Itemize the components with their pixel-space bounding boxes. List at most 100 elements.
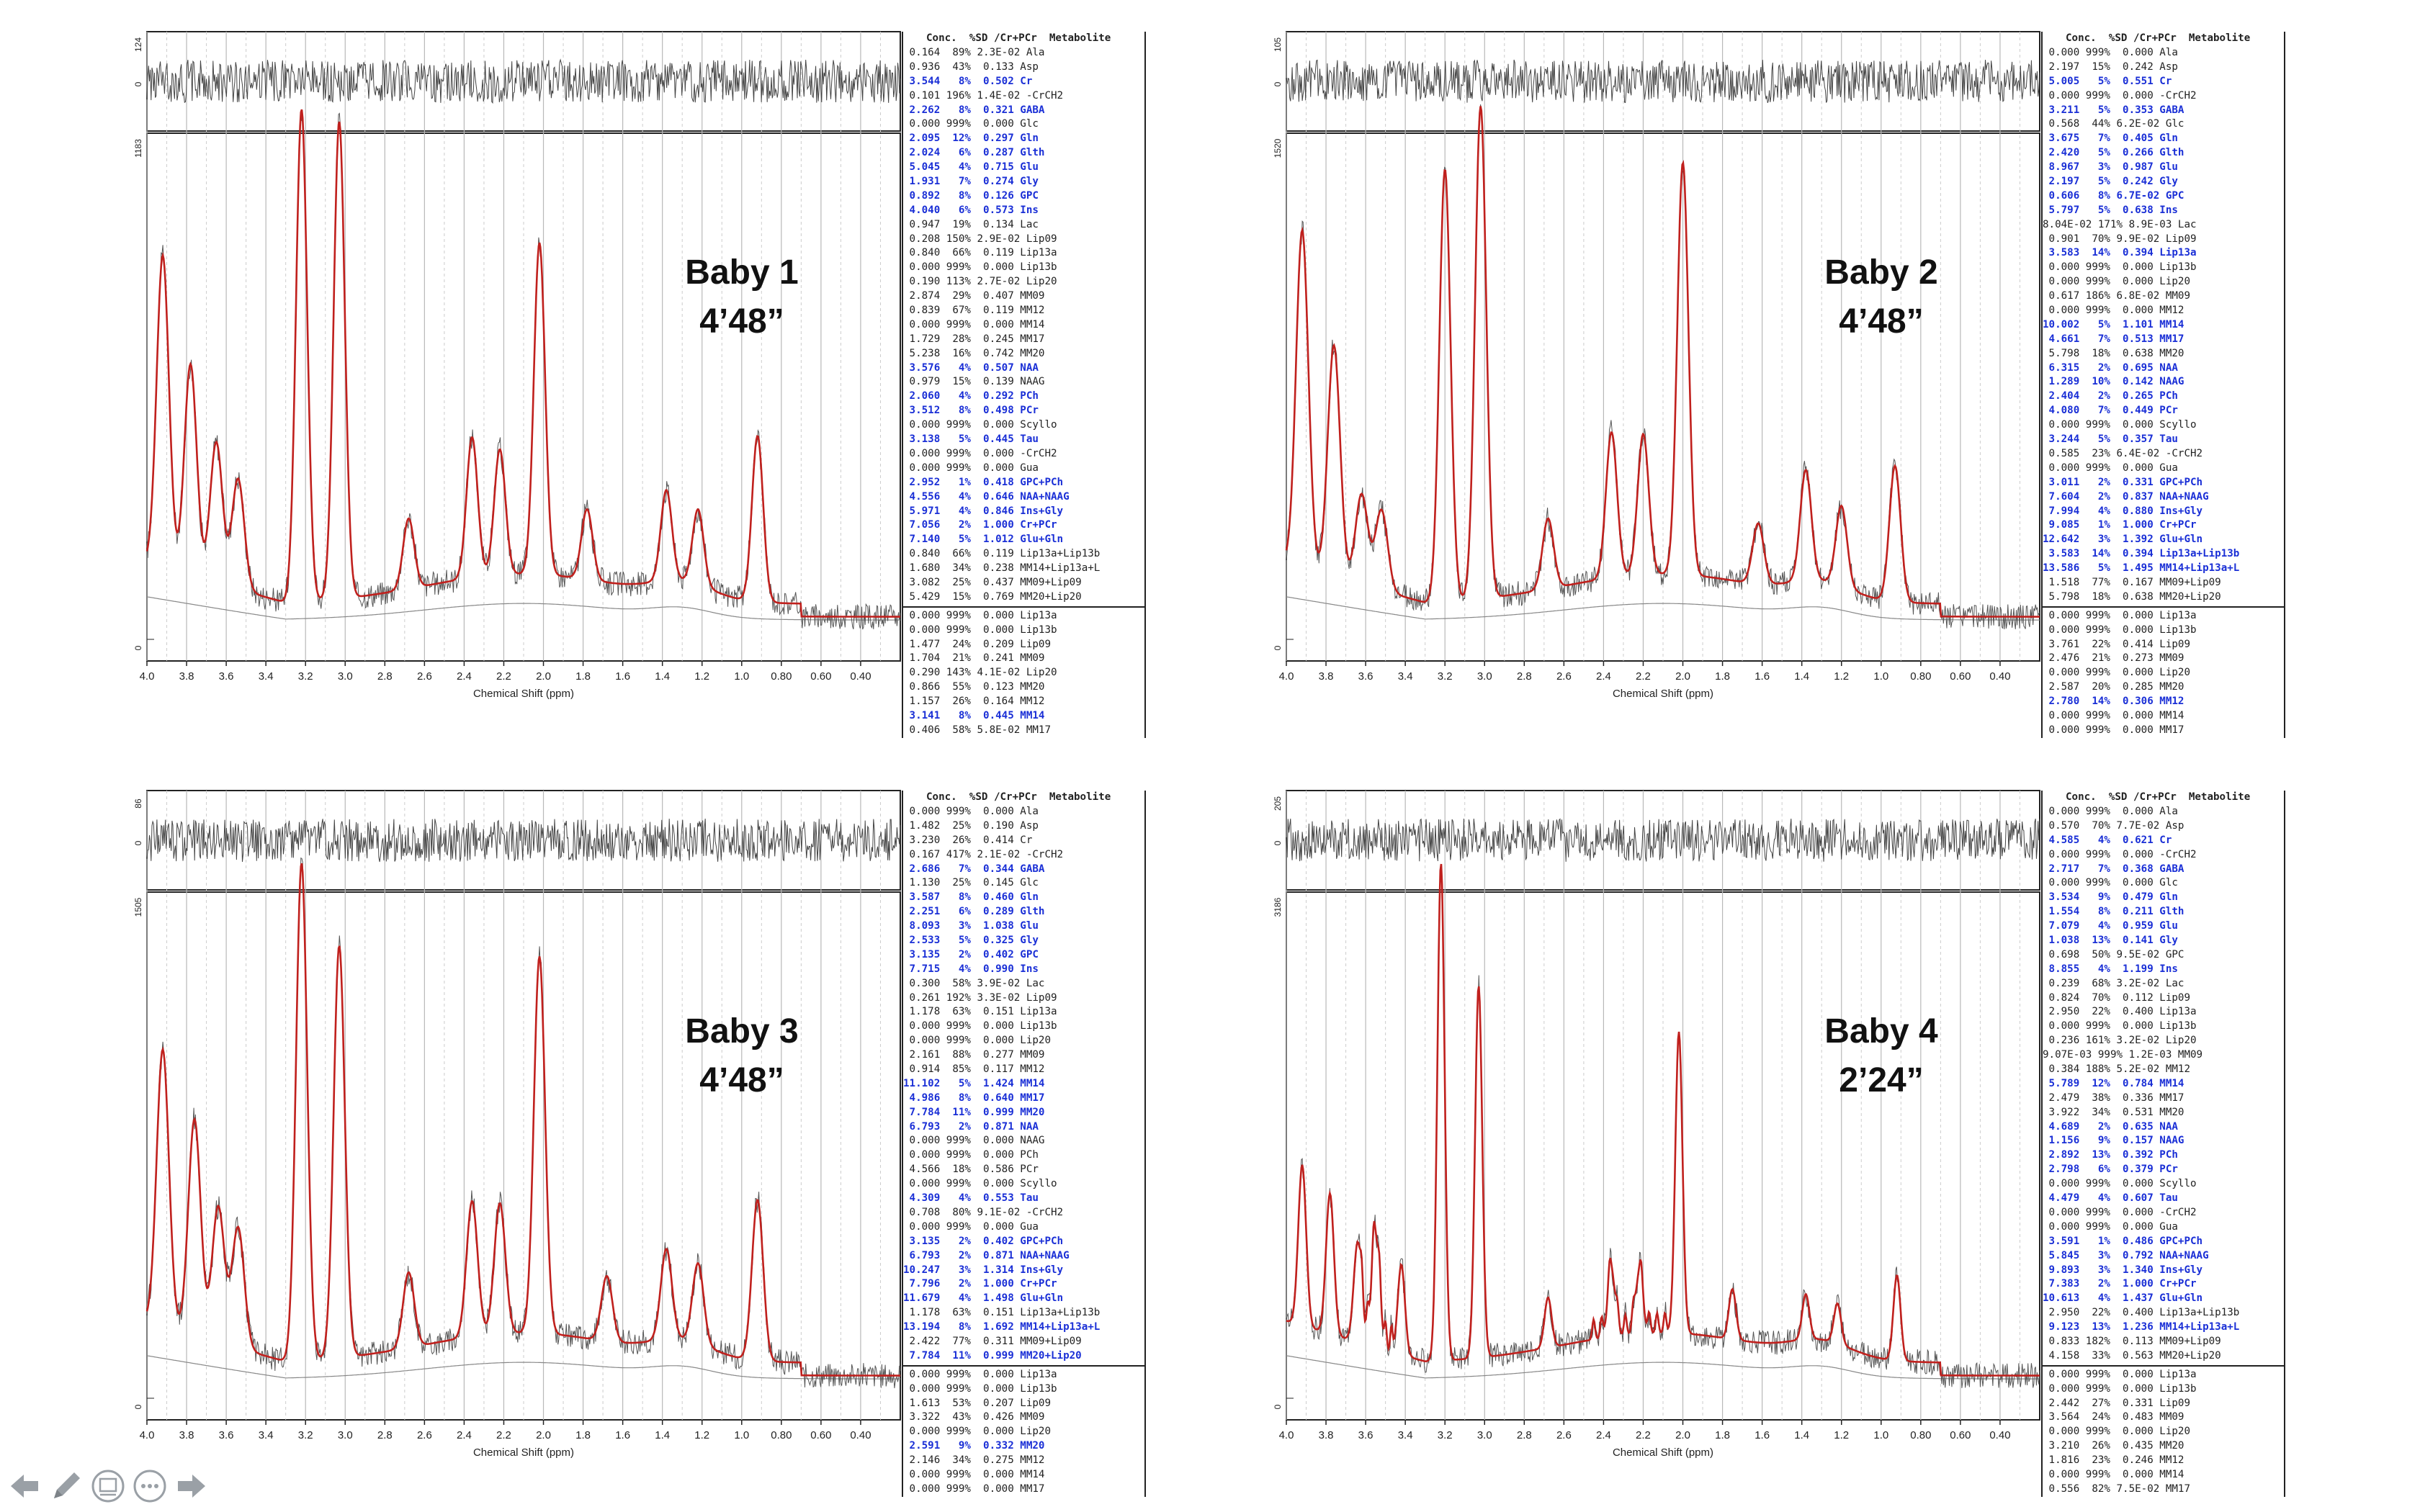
spectrum-plot: 4.0 3.8 3.6 3.4 3.2 3.0 2.8 2.6 2.4 2.2 2.0 1.8 1.6 1…	[1273, 31, 2040, 700]
table-row: 13.586 5% 1.495 MM14+Lip13a+L	[2043, 562, 2240, 575]
table-row: 12.642 3% 1.392 Glu+Gln	[2043, 534, 2203, 546]
table-row: 2.060 4% 0.292 PCh	[903, 390, 1039, 402]
table-row: 0.000 999% 0.000 -CrCH2	[2043, 1206, 2197, 1218]
table-row: 0.000 999% 0.000 Gua	[2043, 462, 2178, 474]
x-tick-label: 1.6	[1754, 1429, 1770, 1441]
table-row: 2.024 6% 0.287 Glth	[903, 147, 1045, 159]
table-row: 1.157 26% 0.164 MM12	[903, 696, 1045, 708]
table-row: 7.796 2% 1.000 Cr+PCr	[903, 1278, 1057, 1290]
table-row: 0.000 999% 0.000 Lip20	[903, 1426, 1051, 1438]
table-row: 0.000 999% 0.000 -CrCH2	[2043, 848, 2197, 860]
x-tick-label: 2.4	[1596, 1429, 1611, 1441]
x-tick-label: 1.2	[1834, 670, 1849, 683]
baby-title: Baby 1 4’48”	[685, 253, 799, 341]
table-row: 2.095 12% 0.297 Gln	[903, 132, 1039, 145]
table-row: 1.554 8% 0.211 Glth	[2043, 906, 2184, 918]
x-tick-label: 1.0	[734, 670, 749, 683]
table-row: 2.874 29% 0.407 MM09	[903, 290, 1045, 302]
table-row: 2.717 7% 0.368 GABA	[2043, 863, 2184, 875]
fit-curve	[1286, 863, 2040, 1377]
more-icon[interactable]	[131, 1467, 169, 1505]
x-tick-label: 2.6	[417, 670, 432, 683]
table-row: 0.167 417% 2.1E-02 -CrCH2	[903, 848, 1064, 860]
arrow-left-icon[interactable]	[6, 1467, 43, 1505]
table-row: 1.482 25% 0.190 Asp	[903, 819, 1039, 832]
table-row: 5.798 18% 0.638 MM20+Lip20	[2043, 590, 2221, 603]
table-row: 0.840 66% 0.119 Lip13a	[903, 247, 1057, 259]
table-row: 0.290 143% 4.1E-02 Lip20	[903, 667, 1057, 679]
x-tick-label: 1.2	[694, 1429, 709, 1441]
x-tick-label: 1.4	[655, 670, 670, 683]
spectrum-plot: 4.0 3.8 3.6 3.4 3.2 3.0 2.8 2.6 2.4 2.2 2.0 1.8 1.6 1…	[133, 790, 901, 1459]
arrow-right-icon[interactable]	[173, 1467, 210, 1505]
x-tick-label: 1.0	[1873, 670, 1888, 683]
x-tick-label: 0.80	[771, 1429, 792, 1441]
pen-icon[interactable]	[48, 1467, 85, 1505]
residual-curve	[146, 819, 901, 863]
table-separator	[903, 1364, 1144, 1367]
results-table: Conc. %SD /Cr+PCr Metabolite 0.164 89% 2…	[902, 32, 1146, 738]
table-row: 0.000 999% 0.000 Lip13b	[903, 1382, 1057, 1395]
table-row: 2.422 77% 0.311 MM09+Lip09	[903, 1335, 1082, 1347]
x-tick-label: 1.2	[1834, 1429, 1849, 1441]
table-row: 4.080 7% 0.449 PCr	[2043, 405, 2178, 417]
table-row: 2.952 1% 0.418 GPC+PCh	[903, 476, 1064, 488]
table-row: 2.476 21% 0.273 MM09	[2043, 652, 2184, 665]
slideshow-toolbar	[6, 1464, 210, 1508]
table-row: 0.585 23% 6.4E-02 -CrCH2	[2043, 447, 2203, 459]
table-row: 3.135 2% 0.402 GPC	[903, 948, 1039, 960]
x-tick-label: 3.4	[259, 670, 274, 683]
x-axis-label: Chemical Shift (ppm)	[1613, 1446, 1713, 1459]
table-row: 0.000 999% 0.000 Scyllo	[2043, 1178, 2197, 1190]
x-tick-label: 0.40	[850, 1429, 871, 1441]
table-row: 0.000 999% 0.000 Lip13b	[903, 261, 1057, 274]
table-row: 3.011 2% 0.331 GPC+PCh	[2043, 476, 2203, 488]
table-row: 0.000 999% 0.000 Scyllo	[903, 1178, 1057, 1190]
x-tick-label: 2.2	[496, 670, 511, 683]
x-tick-label: 0.80	[771, 670, 792, 683]
y-tick-label: 0	[133, 645, 143, 650]
table-row: 0.164 89% 2.3E-02 Ala	[903, 47, 1045, 58]
table-row: 4.158 33% 0.563 MM20+Lip20	[2043, 1349, 2221, 1362]
table-row: 4.585 4% 0.621 Cr	[2043, 834, 2172, 846]
table-row: 0.239 68% 3.2E-02 Lac	[2043, 977, 2184, 989]
x-tick-label: 3.6	[219, 670, 234, 683]
table-row: 0.979 15% 0.139 NAAG	[903, 376, 1045, 388]
x-tick-label: 0.60	[1950, 1429, 1971, 1441]
fit-curve	[1285, 106, 2040, 618]
table-row: 13.194 8% 1.692 MM14+Lip13a+L	[903, 1321, 1101, 1333]
y-tick-label: 0	[133, 1404, 143, 1409]
table-separator	[2043, 606, 2284, 608]
table-row: 0.840 66% 0.119 Lip13a+Lip13b	[903, 548, 1101, 560]
x-tick-label: 3.2	[298, 1429, 313, 1441]
table-row: 3.211 5% 0.353 GABA	[2043, 104, 2184, 116]
x-tick-label: 2.2	[1636, 1429, 1651, 1441]
table-row: 0.000 999% 0.000 Ala	[903, 806, 1039, 817]
table-row: 3.544 8% 0.502 Cr	[903, 75, 1033, 87]
table-row: 1.477 24% 0.209 Lip09	[903, 638, 1051, 650]
baseline-curve	[1286, 1355, 2040, 1380]
table-row: 1.038 13% 0.141 Gly	[2043, 935, 2178, 947]
table-row: 2.404 2% 0.265 PCh	[2043, 390, 2178, 402]
slides-icon[interactable]	[89, 1467, 127, 1505]
table-row: 2.479 38% 0.336 MM17	[2043, 1092, 2184, 1104]
x-tick-label: 2.2	[496, 1429, 511, 1441]
x-tick-label: 4.0	[1279, 670, 1294, 683]
table-row: 2.262 8% 0.321 GABA	[903, 104, 1045, 116]
table-row: 3.675 7% 0.405 Gln	[2043, 132, 2178, 145]
x-tick-label: 3.6	[219, 1429, 234, 1441]
table-row: 3.244 5% 0.357 Tau	[2043, 433, 2178, 446]
table-row: 11.102 5% 1.424 MM14	[903, 1077, 1045, 1089]
table-row: 0.000 999% 0.000 MM17	[903, 1482, 1045, 1495]
table-header: Conc. %SD /Cr+PCr Metabolite	[2066, 791, 2251, 803]
y-tick-label: 1520	[1273, 138, 1283, 158]
x-tick-label: 3.8	[1319, 1429, 1334, 1441]
table-row: 0.000 999% 0.000 Ala	[2043, 47, 2178, 58]
table-row: 0.000 999% 0.000 Lip13b	[2043, 1020, 2197, 1032]
table-row: 9.07E-03 999% 1.2E-03 MM09	[2043, 1049, 2203, 1061]
table-row: 0.190 113% 2.7E-02 Lip20	[903, 276, 1057, 288]
table-row: 0.208 150% 2.9E-02 Lip09	[903, 233, 1057, 245]
table-row: 2.892 13% 0.392 PCh	[2043, 1149, 2178, 1161]
y-tick-label: 0	[133, 81, 143, 86]
x-tick-label: 2.0	[536, 1429, 551, 1441]
